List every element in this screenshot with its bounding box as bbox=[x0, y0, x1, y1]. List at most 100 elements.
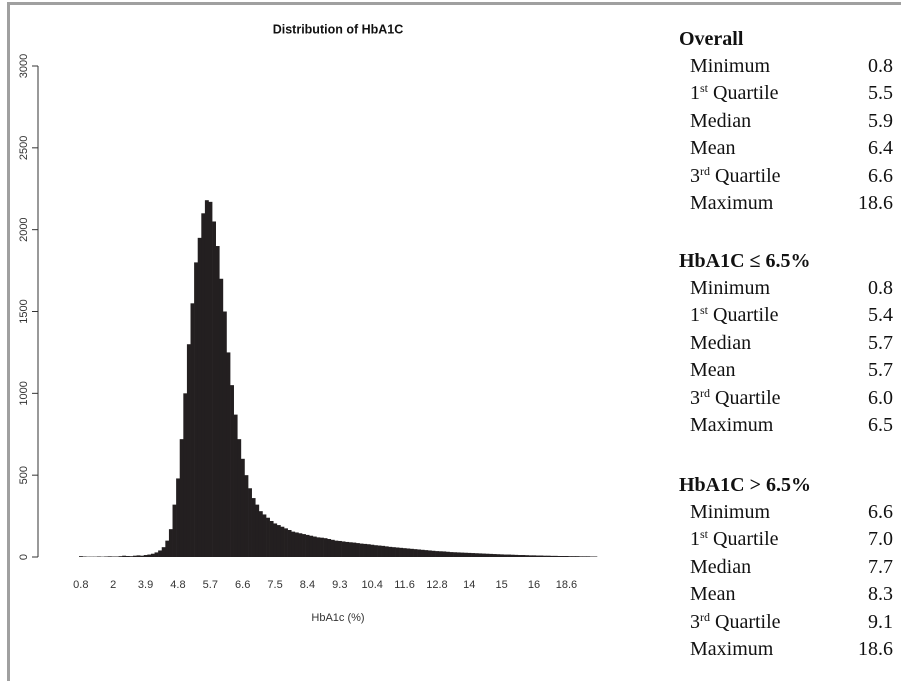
x-tick-label: 4.8 bbox=[170, 579, 185, 591]
bar bbox=[413, 549, 418, 557]
y-tick-label: 2000 bbox=[18, 217, 30, 241]
bar bbox=[255, 504, 260, 557]
bar bbox=[190, 303, 195, 557]
bar bbox=[460, 552, 465, 557]
bar bbox=[237, 439, 242, 557]
chart: Distribution of HbA1C HbA1c (%) 0 500 1000… bbox=[18, 22, 598, 624]
bar bbox=[395, 547, 400, 557]
y-tick-label: 2500 bbox=[18, 136, 30, 160]
label-text: Median bbox=[690, 555, 752, 578]
bar bbox=[291, 531, 296, 557]
bar bbox=[302, 534, 306, 557]
bar bbox=[370, 544, 375, 557]
label-text: Maximum bbox=[690, 192, 774, 214]
bar bbox=[539, 555, 544, 557]
bar bbox=[251, 498, 256, 557]
bar bbox=[456, 552, 461, 557]
y-tick-label: 1500 bbox=[18, 299, 30, 323]
bar bbox=[571, 556, 576, 557]
bar bbox=[204, 200, 209, 557]
bar bbox=[298, 533, 303, 557]
bar bbox=[485, 553, 490, 557]
bar bbox=[568, 556, 573, 557]
row-label: Minimum bbox=[690, 277, 770, 300]
ordinal-suffix: rd bbox=[700, 609, 710, 624]
bar bbox=[481, 553, 486, 557]
label-text: Mean bbox=[690, 359, 736, 382]
bar bbox=[150, 553, 155, 557]
bar bbox=[309, 535, 314, 557]
ordinal-suffix: st bbox=[700, 527, 709, 542]
bar bbox=[499, 554, 504, 557]
x-tick-label: 5.7 bbox=[203, 579, 218, 591]
x-tick-label: 16 bbox=[528, 579, 540, 591]
bar bbox=[514, 554, 519, 557]
bar bbox=[168, 529, 173, 557]
row-label: 1st Quartile bbox=[690, 304, 779, 327]
bar bbox=[575, 556, 580, 557]
chart-title: Distribution of HbA1C bbox=[273, 22, 404, 36]
bar bbox=[197, 237, 202, 557]
y-tick-label: 3000 bbox=[18, 54, 30, 78]
bar bbox=[471, 553, 475, 557]
bar bbox=[557, 556, 562, 557]
bar bbox=[521, 555, 526, 557]
row-value: 5.9 bbox=[868, 109, 893, 132]
row-value: 6.4 bbox=[868, 137, 893, 160]
bar bbox=[147, 554, 152, 557]
x-tick-label: 9.3 bbox=[332, 579, 347, 591]
bar bbox=[546, 555, 551, 557]
row-label: Minimum bbox=[690, 55, 770, 78]
bar bbox=[355, 543, 360, 557]
x-tick-label: 6.6 bbox=[235, 579, 250, 591]
bar bbox=[564, 556, 569, 557]
ordinal: 1 bbox=[690, 82, 700, 105]
row-label: Mean bbox=[690, 583, 736, 606]
y-tick-label: 1000 bbox=[18, 381, 30, 405]
bar bbox=[399, 547, 404, 557]
bar bbox=[258, 511, 263, 557]
bar bbox=[219, 278, 224, 557]
bar bbox=[517, 555, 522, 557]
bar bbox=[266, 517, 270, 557]
row-value: 7.7 bbox=[868, 555, 893, 578]
row-value: 6.0 bbox=[868, 386, 893, 409]
bar bbox=[467, 552, 472, 557]
bar bbox=[186, 344, 191, 557]
bar bbox=[561, 556, 565, 557]
label-text: Minimum bbox=[690, 501, 771, 523]
bar bbox=[366, 544, 371, 557]
section-title: HbA1C ≤ 6.5% bbox=[679, 250, 811, 272]
y-tick-label: 0 bbox=[18, 554, 30, 560]
label-text: Mean bbox=[690, 583, 736, 606]
ordinal: 1 bbox=[690, 528, 700, 551]
bar bbox=[154, 552, 159, 557]
bar bbox=[132, 555, 137, 557]
bar bbox=[118, 556, 123, 557]
label-text: Quartile bbox=[708, 528, 779, 551]
bar bbox=[287, 529, 292, 557]
bar bbox=[582, 556, 587, 557]
bar bbox=[525, 555, 529, 557]
row-value: 0.8 bbox=[868, 55, 893, 77]
x-tick-label: 7.5 bbox=[267, 579, 282, 591]
bar bbox=[330, 539, 335, 557]
bar bbox=[528, 555, 533, 557]
row-label: Minimum bbox=[690, 501, 770, 524]
ordinal: 3 bbox=[690, 164, 700, 187]
bar bbox=[201, 213, 206, 558]
bar bbox=[417, 549, 422, 557]
row-value: 8.3 bbox=[868, 583, 893, 606]
ordinal: 3 bbox=[690, 386, 700, 409]
bar bbox=[510, 554, 515, 557]
section-title: Overall bbox=[679, 28, 744, 50]
bar bbox=[273, 523, 278, 557]
bar bbox=[348, 542, 353, 557]
row-value: 6.6 bbox=[868, 501, 893, 523]
ordinal-suffix: st bbox=[700, 81, 709, 96]
bar bbox=[158, 550, 163, 557]
x-axis-title: HbA1c (%) bbox=[311, 612, 364, 624]
bar bbox=[532, 555, 537, 557]
bar bbox=[402, 548, 407, 557]
